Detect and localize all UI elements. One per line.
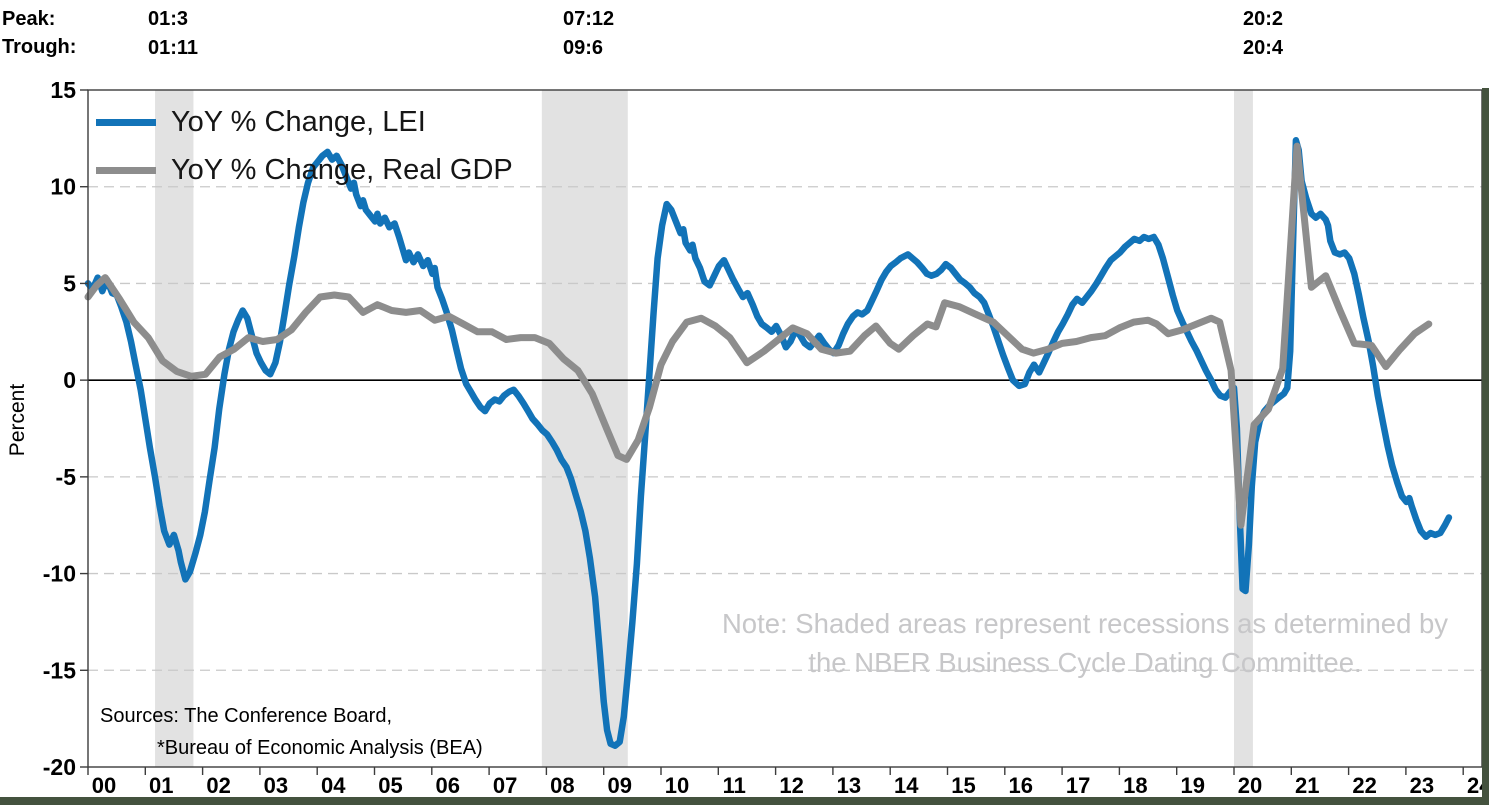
y-axis-title: Percent [6,384,29,457]
legend-label-gdp: YoY % Change, Real GDP [171,153,513,186]
legend-item-lei: YoY % Change, LEI [96,98,513,146]
x-tick-label: 13 [837,773,861,798]
recession-peak-date: 01:3 [148,8,189,30]
sources-note: Sources: The Conference Board, *Bureau o… [100,700,483,764]
legend-item-gdp: YoY % Change, Real GDP [96,146,513,194]
x-tick-label: 08 [550,773,574,798]
recession-note-line1: Note: Shaded areas represent recessions … [721,608,1449,639]
right-edge-bar [1482,88,1489,805]
x-tick-label: 06 [436,773,460,798]
x-tick-label: 09 [607,773,631,798]
lei-line-swatch [96,118,156,126]
x-tick-label: 15 [951,773,975,798]
y-tick-label: -10 [43,561,76,587]
x-tick-label: 11 [723,773,746,798]
x-tick-label: 03 [264,773,288,798]
x-tick-label: 23 [1410,773,1434,798]
x-tick-label: 16 [1009,773,1033,798]
bottom-edge-bar [0,797,1489,805]
y-tick-label: -15 [43,657,76,683]
x-tick-label: 22 [1352,773,1376,798]
x-tick-label: 19 [1180,773,1204,798]
x-tick-label: 02 [206,773,230,798]
y-tick-label: -20 [43,754,76,780]
recession-trough-date: 09:6 [563,37,604,59]
recession-dates-2008: 07:12 09:6 [563,5,614,63]
recession-note-line2: the NBER Business Cycle Dating Committee… [808,647,1362,678]
y-tick-label: -5 [56,464,77,490]
x-tick-label: 12 [779,773,803,798]
legend-label-lei: YoY % Change, LEI [171,105,426,138]
recession-band [1234,90,1253,767]
x-tick-label: 05 [378,773,402,798]
x-tick-label: 17 [1066,773,1090,798]
x-tick-label: 14 [894,773,919,798]
y-tick-label: 10 [50,174,76,200]
sources-line2: *Bureau of Economic Analysis (BEA) [157,737,483,759]
x-tick-label: 20 [1238,773,1262,798]
x-tick-label: 10 [665,773,689,798]
legend: YoY % Change, LEI YoY % Change, Real GDP [96,98,513,194]
x-tick-label: 04 [321,773,346,798]
x-tick-label: 07 [493,773,517,798]
sources-line1: Sources: The Conference Board, [100,705,393,727]
y-tick-label: 15 [50,77,76,103]
y-tick-label: 0 [63,367,76,393]
recession-note: Note: Shaded areas represent recessions … [660,604,1489,682]
gdp-series-line [84,142,1433,529]
recession-band [155,90,194,767]
x-tick-label: 18 [1123,773,1147,798]
recession-peak-date: 07:12 [563,8,615,30]
trough-row-label: Trough: [2,36,77,58]
x-tick-label: 21 [1295,773,1319,798]
x-tick-label: 00 [92,773,116,798]
recession-band [541,90,628,767]
gdp-line-swatch [96,166,156,174]
y-tick-label: 5 [63,270,76,296]
peak-row-label: Peak: [2,8,56,30]
x-tick-label: 01 [149,773,173,798]
recession-trough-date: 01:11 [148,37,199,59]
recession-dates-2020: 20:2 20:4 [1243,5,1283,63]
recession-trough-date: 20:4 [1243,37,1284,59]
recession-dates-2001: 01:3 01:11 [148,5,198,63]
recession-peak-date: 20:2 [1243,8,1284,30]
